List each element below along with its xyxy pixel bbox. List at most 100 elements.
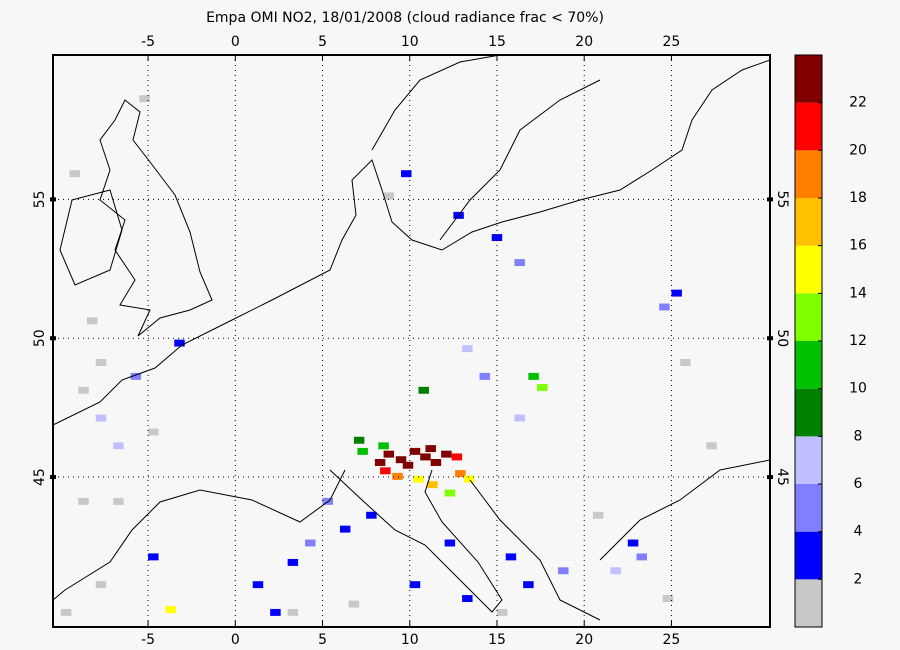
tick-mark — [767, 197, 773, 202]
x-tick-label: 20 — [575, 34, 593, 50]
colorbar-tick-label: 20 — [849, 142, 867, 158]
coastlines — [52, 54, 771, 621]
colorbar-bin — [795, 436, 822, 484]
tick-mark — [767, 475, 773, 480]
colorbar-bin — [795, 55, 822, 103]
no2-cell — [148, 553, 159, 561]
colorbar-tick-label: 10 — [849, 381, 867, 397]
no2-cell — [113, 497, 124, 505]
no2-cell — [425, 445, 436, 453]
colorbar-tick-label: 14 — [849, 285, 867, 301]
no2-cell — [636, 553, 648, 561]
y-tick-label: 55 — [32, 190, 48, 208]
no2-cell — [418, 386, 429, 394]
no2-cell — [95, 414, 107, 422]
no2-cell — [395, 456, 407, 464]
no2-cell — [380, 467, 391, 475]
no2-cell — [402, 461, 414, 469]
no2-cell — [165, 606, 176, 614]
no2-cell — [706, 442, 717, 450]
tick-mark — [50, 336, 56, 341]
tick-mark — [50, 475, 56, 480]
x-tick-label: 25 — [663, 632, 681, 648]
no2-cell — [392, 472, 403, 480]
no2-cell — [627, 539, 639, 547]
y-tick-label: 50 — [774, 329, 790, 347]
y-tick-label: 45 — [32, 468, 48, 486]
x-tick-label: 0 — [231, 632, 240, 648]
no2-cell — [95, 581, 107, 589]
x-tick-label: -5 — [141, 632, 155, 648]
no2-cell — [680, 359, 691, 366]
no2-cell — [479, 372, 491, 380]
colorbar-tick-label: 16 — [849, 238, 867, 254]
no2-cell — [366, 511, 377, 519]
colorbar-tick-label: 6 — [854, 476, 863, 492]
no2-cell — [383, 192, 395, 200]
no2-cell — [378, 442, 389, 450]
no2-cell — [610, 567, 621, 575]
no2-cell — [413, 475, 424, 483]
no2-cell — [95, 359, 107, 366]
colorbar: 2 4 6 8 10 12 14 16 18 20 22 — [794, 54, 867, 628]
colorbar-tick-label: 22 — [849, 95, 867, 111]
no2-cell — [671, 289, 682, 297]
coastline — [52, 459, 771, 621]
no2-cell — [505, 553, 517, 561]
no2-cell — [305, 539, 316, 547]
y-tick-label: 45 — [774, 468, 790, 486]
x-tick-label: 15 — [488, 632, 506, 648]
no2-cell — [78, 386, 89, 394]
x-tick-label: 20 — [575, 632, 593, 648]
x-tick-label: 5 — [318, 34, 327, 50]
no2-cell — [659, 303, 670, 311]
colorbar-bin — [795, 150, 822, 198]
no2-cell — [528, 372, 539, 380]
no2-cell — [383, 450, 395, 458]
colorbar-tick-label: 12 — [849, 333, 867, 349]
no2-cell — [87, 317, 98, 325]
coastline — [59, 189, 123, 286]
no2-cell — [409, 581, 421, 589]
colorbar-tick-label: 2 — [854, 571, 863, 587]
no2-cell — [592, 511, 604, 519]
no2-cell — [558, 567, 569, 575]
colorbar-tick-label: 4 — [854, 524, 863, 540]
no2-cell — [139, 95, 150, 103]
no2-cell — [430, 459, 442, 466]
colorbar-tick-label: 8 — [854, 428, 863, 444]
no2-cell — [287, 608, 299, 616]
no2-cell — [252, 581, 264, 589]
x-tick-label: 25 — [663, 34, 681, 50]
no2-cell — [537, 384, 548, 391]
coastline — [371, 54, 601, 241]
no2-cell — [401, 170, 412, 178]
no2-cell — [420, 453, 431, 461]
no2-cell — [514, 414, 525, 422]
coastline — [52, 59, 771, 426]
no2-cell — [69, 170, 81, 178]
y-tick-label: 55 — [774, 190, 790, 208]
no2-cell — [462, 595, 473, 603]
x-tick-label: 10 — [401, 632, 419, 648]
map-frame — [52, 54, 771, 628]
colorbar-bin — [795, 579, 822, 627]
no2-cell — [427, 481, 438, 489]
no2-cell — [451, 453, 463, 461]
colorbar-bin — [795, 293, 822, 341]
no2-cell — [523, 581, 534, 589]
no2-cell — [78, 497, 89, 505]
no2-cell — [353, 436, 365, 444]
colorbar-bin — [795, 198, 822, 246]
no2-cell — [148, 428, 159, 436]
colorbar-bin — [795, 102, 822, 151]
x-tick-label: 5 — [318, 632, 327, 648]
no2-cell — [357, 447, 368, 455]
no2-cell — [662, 595, 674, 603]
tick-mark — [50, 197, 56, 202]
x-tick-label: 10 — [401, 34, 419, 50]
no2-cell — [130, 372, 142, 380]
